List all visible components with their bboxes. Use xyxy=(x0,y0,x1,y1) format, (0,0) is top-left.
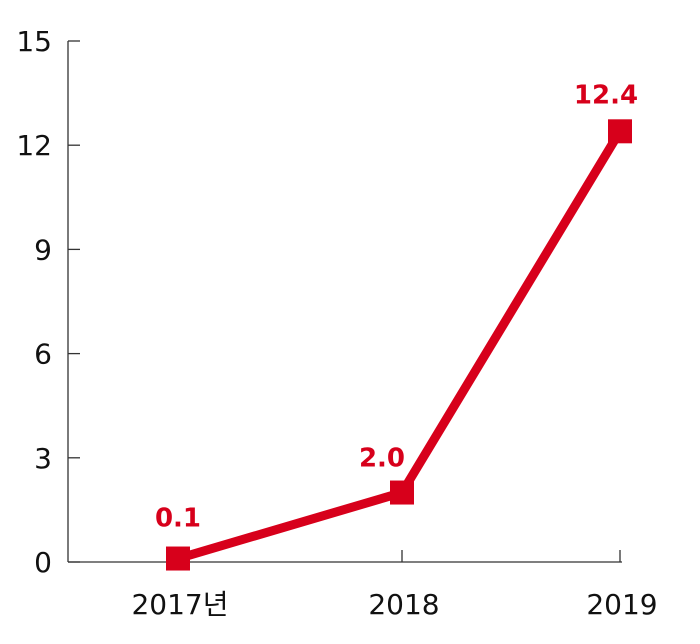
data-point-marker xyxy=(166,546,190,571)
y-tick-label: 12 xyxy=(16,129,52,162)
data-label: 2.0 xyxy=(359,444,405,474)
y-tick-label: 3 xyxy=(34,442,52,475)
data-label: 12.4 xyxy=(574,80,638,110)
x-tick-label: 2019 xyxy=(586,588,657,621)
y-tick-label: 15 xyxy=(16,25,52,58)
data-labels-layer: 0.1 2.0 12.4 xyxy=(155,80,638,533)
data-point-marker xyxy=(390,480,414,505)
series-layer xyxy=(166,119,632,571)
x-tick-label: 2017년 xyxy=(131,588,228,621)
x-tick-label: 2018 xyxy=(368,588,439,621)
y-tick-label: 0 xyxy=(34,546,52,579)
y-tick-label: 6 xyxy=(34,338,52,371)
data-label: 0.1 xyxy=(155,504,201,534)
data-point-marker xyxy=(608,119,632,144)
axes-layer: 0 3 6 9 12 15 2017년 2018 2019 xyxy=(16,25,657,621)
y-tick-label: 9 xyxy=(34,233,52,266)
